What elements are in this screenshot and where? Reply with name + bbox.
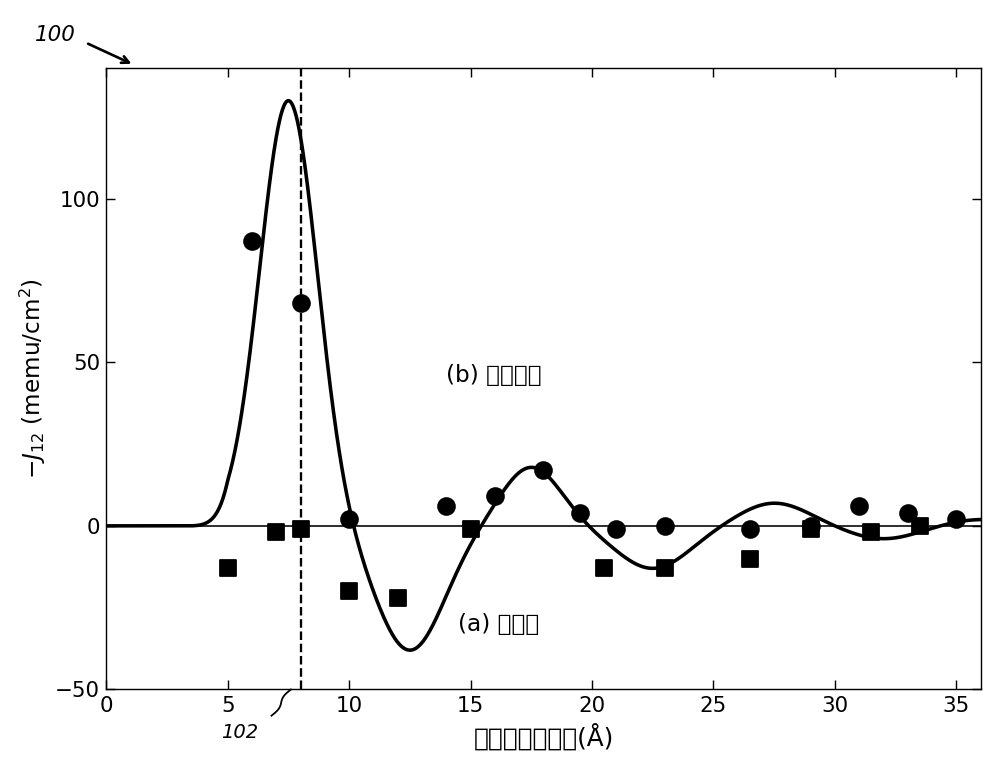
Text: (a) 铁磁性: (a) 铁磁性 <box>458 613 540 636</box>
Point <box>268 526 284 538</box>
Point <box>899 507 915 519</box>
Point <box>572 507 588 519</box>
Point <box>948 513 964 525</box>
Text: 102: 102 <box>222 723 258 742</box>
Point <box>220 562 236 574</box>
Point <box>742 523 757 535</box>
Y-axis label: $-J_{12}$ (memu/cm$^2$): $-J_{12}$ (memu/cm$^2$) <box>18 278 48 479</box>
Point <box>292 523 308 535</box>
Point <box>608 523 624 535</box>
Point <box>341 585 357 598</box>
Point <box>244 235 259 247</box>
Point <box>389 591 405 604</box>
Point <box>802 523 818 535</box>
Point <box>863 526 879 538</box>
Point <box>438 500 454 512</box>
Point <box>462 523 478 535</box>
Point <box>657 562 673 574</box>
Point <box>596 562 612 574</box>
Text: 100: 100 <box>35 25 75 45</box>
Point <box>487 490 503 502</box>
Text: (b) 反铁磁性: (b) 反铁磁性 <box>446 364 542 387</box>
Point <box>657 520 673 532</box>
Point <box>292 297 308 310</box>
Point <box>742 552 757 564</box>
Point <box>535 464 551 476</box>
Point <box>911 520 927 532</box>
Point <box>851 500 867 512</box>
Point <box>341 513 357 525</box>
X-axis label: 钌间隔物层厚度(Å): 钌间隔物层厚度(Å) <box>473 723 614 750</box>
Point <box>802 520 818 532</box>
